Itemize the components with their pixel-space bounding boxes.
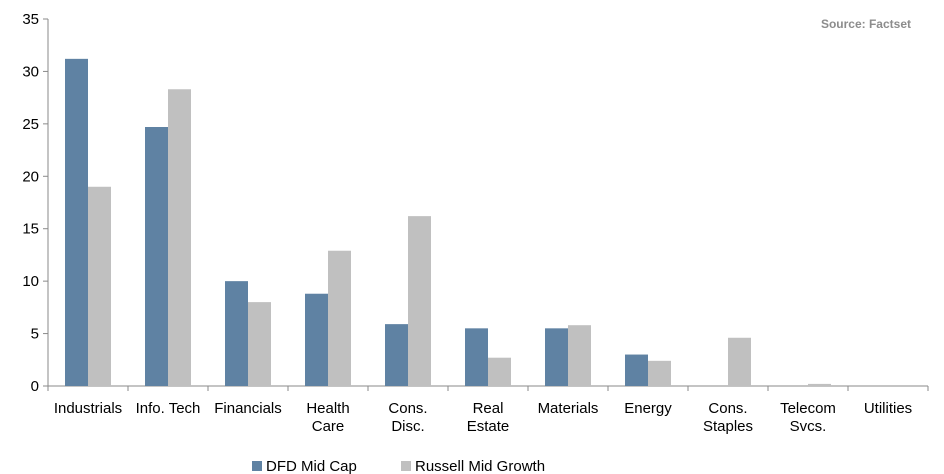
y-tick-label: 25 [22, 116, 39, 133]
x-category-label: Real Estate [467, 400, 510, 435]
bar-dfd-mid-cap [145, 127, 168, 386]
legend-swatch [401, 461, 411, 471]
x-category-label: Cons. Disc. [388, 400, 427, 435]
x-category-label: Health Care [306, 400, 349, 435]
bar-russell-mid-growth [88, 186, 111, 386]
x-category-label: Energy [624, 400, 672, 417]
bar-dfd-mid-cap [225, 281, 248, 386]
bar-russell-mid-growth [568, 325, 591, 386]
x-category-label: Materials [538, 400, 599, 417]
legend-label: Russell Mid Growth [415, 458, 545, 474]
x-category-label: Info. Tech [136, 400, 201, 417]
y-tick-label: 20 [22, 168, 39, 185]
x-category-label: Financials [214, 400, 282, 417]
x-axis-labels: Industrials Info. Tech Financials Health Car… [54, 400, 912, 435]
bar-russell-mid-growth [408, 216, 431, 386]
legend: DFD Mid Cap Russell Mid Growth [252, 458, 545, 474]
bar-russell-mid-growth [168, 89, 191, 387]
y-tick-label: 35 [22, 11, 39, 28]
bar-dfd-mid-cap [625, 354, 648, 386]
y-tick-label: 30 [22, 63, 39, 80]
legend-swatch [252, 461, 262, 471]
bar-dfd-mid-cap [385, 324, 408, 386]
bar-russell-mid-growth [248, 302, 271, 386]
x-category-label: Cons. Staples [703, 400, 753, 435]
bars [65, 58, 831, 387]
bar-dfd-mid-cap [545, 328, 568, 386]
bar-russell-mid-growth [328, 250, 351, 386]
x-category-label: Telecom Svcs. [780, 400, 836, 435]
x-category-label: Utilities [864, 400, 912, 417]
source-annotation: Source: Factset [821, 17, 911, 31]
x-category-label: Industrials [54, 400, 122, 417]
bar-russell-mid-growth [648, 360, 671, 386]
bar-dfd-mid-cap [465, 328, 488, 386]
y-tick-label: 5 [31, 326, 39, 343]
legend-label: DFD Mid Cap [266, 458, 357, 474]
y-tick-label: 15 [22, 221, 39, 238]
y-tick-label: 10 [22, 273, 39, 290]
bar-dfd-mid-cap [305, 293, 328, 386]
bar-russell-mid-growth [728, 337, 751, 386]
bar-dfd-mid-cap [65, 58, 88, 387]
bar-russell-mid-growth [808, 383, 831, 386]
y-tick-label: 0 [31, 378, 39, 395]
bar-russell-mid-growth [488, 357, 511, 386]
